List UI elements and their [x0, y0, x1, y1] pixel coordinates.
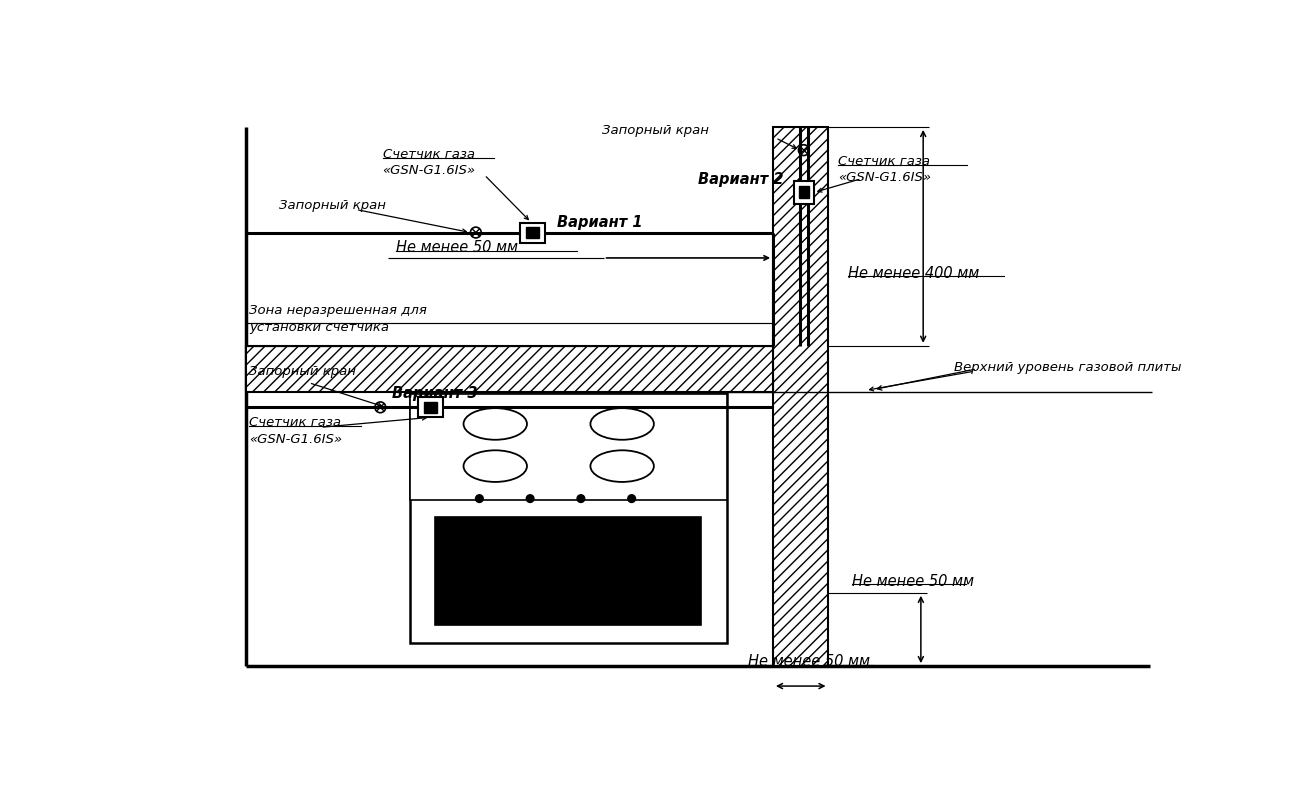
- Text: Не менее 50 мм: Не менее 50 мм: [395, 241, 518, 255]
- Circle shape: [526, 495, 534, 503]
- Bar: [526, 227, 539, 237]
- Bar: [793, 181, 814, 204]
- Circle shape: [628, 495, 636, 503]
- Text: «GSN-G1.6IS»: «GSN-G1.6IS»: [249, 433, 342, 446]
- Ellipse shape: [590, 408, 654, 439]
- Circle shape: [475, 495, 483, 503]
- Text: Счетчик газа: Счетчик газа: [839, 156, 930, 168]
- Text: Счетчик газа: Счетчик газа: [249, 416, 341, 429]
- Bar: [521, 222, 545, 242]
- Bar: [245, 346, 773, 392]
- Text: Не менее 400 мм: Не менее 400 мм: [849, 265, 979, 281]
- Bar: [424, 402, 437, 412]
- Ellipse shape: [590, 450, 654, 482]
- Text: Вариант 2: Вариант 2: [699, 172, 784, 187]
- Text: Счетчик газа: Счетчик газа: [382, 148, 474, 161]
- Text: «GSN-G1.6IS»: «GSN-G1.6IS»: [839, 171, 932, 184]
- Bar: [419, 397, 443, 417]
- Text: Зона неразрешенная для: Зона неразрешенная для: [249, 304, 428, 317]
- Text: Не менее 50 мм: Не менее 50 мм: [851, 574, 974, 589]
- Bar: [410, 392, 727, 643]
- Text: Вариант 1: Вариант 1: [557, 215, 643, 230]
- Text: Запорный кран: Запорный кран: [279, 199, 385, 212]
- Ellipse shape: [464, 408, 527, 439]
- Text: Не менее 50 мм: Не менее 50 мм: [748, 654, 871, 669]
- Text: «GSN-G1.6IS»: «GSN-G1.6IS»: [382, 164, 475, 176]
- Circle shape: [578, 495, 585, 503]
- Bar: [435, 517, 702, 626]
- Bar: [410, 395, 727, 500]
- Ellipse shape: [464, 450, 527, 482]
- Text: Запорный кран: Запорный кран: [249, 366, 357, 379]
- Text: Верхний уровень газовой плиты: Верхний уровень газовой плиты: [953, 361, 1181, 374]
- Text: Вариант 3: Вариант 3: [391, 386, 477, 401]
- Text: установки счетчика: установки счетчика: [249, 321, 389, 334]
- Bar: [798, 187, 809, 199]
- Text: Запорный кран: Запорный кран: [602, 124, 709, 136]
- Bar: [773, 127, 828, 666]
